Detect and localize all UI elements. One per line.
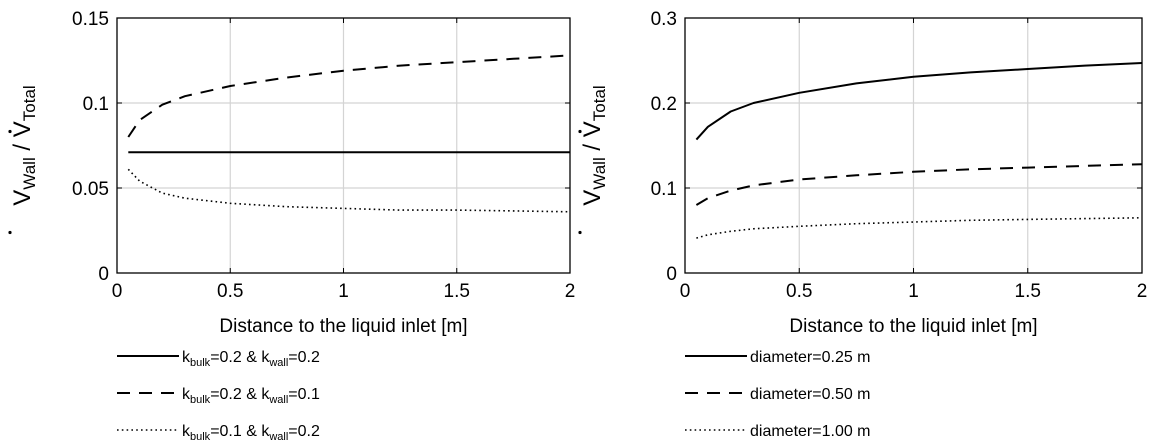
legend-label: diameter=0.25 m: [750, 349, 871, 366]
y-tick-label: 0.1: [651, 179, 677, 200]
y-axis-label-dots-right: [578, 129, 582, 235]
legend-label: kbulk=0.2 & kwall=0.1: [182, 386, 320, 406]
series-line-dashed: [695, 163, 1143, 206]
legend-label: kbulk=0.1 & kwall=0.2: [182, 423, 320, 443]
x-tick-label: 0: [112, 281, 123, 302]
y-axis-label-left: VWall / VTotal: [9, 85, 39, 205]
y-tick-label: 0.3: [651, 9, 677, 30]
legend-item: kbulk=0.1 & kwall=0.2: [117, 423, 320, 443]
x-tick-label: 0.5: [786, 281, 812, 302]
series-line-dashed: [127, 54, 571, 138]
x-axis-label-left: Distance to the liquid inlet [m]: [219, 316, 467, 337]
ticks-right: 0 0.5 1 1.5 2 0 0.1 0.2 0.3: [651, 9, 1148, 302]
flow-rate-dot: [578, 230, 582, 235]
x-tick-label: 1.5: [444, 281, 470, 302]
y-tick-label: 0: [666, 264, 677, 285]
series-line-solid: [695, 62, 1143, 141]
legend-item: kbulk=0.2 & kwall=0.1: [117, 386, 320, 406]
x-tick-label: 1: [338, 281, 349, 302]
flow-rate-dot: [8, 230, 12, 235]
legend-item: diameter=1.00 m: [685, 423, 871, 440]
x-tick-label: 2: [565, 281, 576, 302]
x-tick-label: 2: [1137, 281, 1148, 302]
ticks-left: 0 0.5 1 1.5 2 0 0.05 0.1 0.15: [72, 9, 575, 302]
y-tick-label: 0: [98, 264, 109, 285]
flow-rate-dot: [8, 129, 12, 134]
series-line-dotted: [127, 168, 571, 213]
y-tick-label: 0.05: [72, 179, 109, 200]
series-group-right: [695, 62, 1143, 239]
legend-label: kbulk=0.2 & kwall=0.2: [182, 349, 320, 369]
flow-rate-dot: [578, 129, 582, 134]
grid-left: [117, 18, 570, 273]
y-tick-label: 0.1: [83, 94, 109, 115]
x-tick-label: 1.5: [1015, 281, 1041, 302]
legend-right: diameter=0.25 m diameter=0.50 m diameter…: [685, 349, 871, 440]
x-axis-label-right: Distance to the liquid inlet [m]: [789, 316, 1037, 337]
y-tick-label: 0.15: [72, 9, 109, 30]
legend-label: diameter=0.50 m: [750, 386, 871, 403]
x-tick-label: 0: [680, 281, 691, 302]
y-tick-label: 0.2: [651, 94, 677, 115]
legend-item: diameter=0.25 m: [685, 349, 871, 366]
legend-label: diameter=1.00 m: [750, 423, 871, 440]
x-tick-label: 0.5: [217, 281, 243, 302]
series-group-left: [127, 54, 571, 213]
series-line-dotted: [696, 217, 1143, 239]
legend-item: kbulk=0.2 & kwall=0.2: [117, 349, 320, 369]
legend-left: kbulk=0.2 & kwall=0.2 kbulk=0.2 & kwall=…: [117, 349, 320, 443]
grid-right: [685, 18, 1142, 273]
y-axis-label-right: VWall / VTotal: [579, 85, 609, 205]
chart-left: 0 0.5 1 1.5 2 0 0.05 0.1 0.15 Distance to the li…: [8, 9, 575, 443]
y-axis-label-dots-left: [8, 129, 12, 235]
legend-item: diameter=0.50 m: [685, 386, 871, 403]
x-tick-label: 1: [908, 281, 919, 302]
chart-right: 0 0.5 1 1.5 2 0 0.1 0.2 0.3 Distance to the liqu…: [578, 9, 1147, 440]
